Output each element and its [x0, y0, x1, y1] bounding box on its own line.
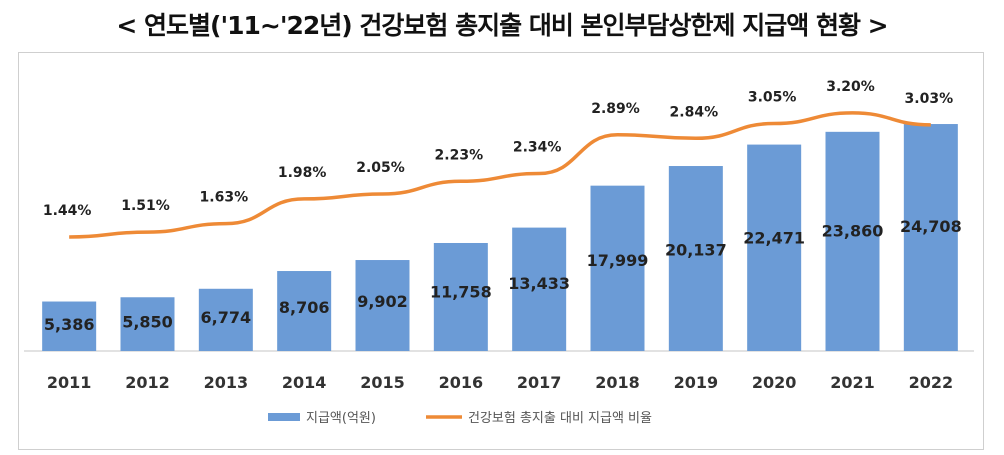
- bar-2018: [590, 185, 645, 351]
- bar-value-label-2013: 6,774: [201, 308, 252, 327]
- x-tick-label-2018: 2018: [595, 373, 640, 392]
- bar-2014: [277, 271, 332, 351]
- bar-2019: [668, 166, 723, 351]
- bar-value-label-2018: 17,999: [587, 251, 649, 270]
- bar-2015: [355, 260, 410, 351]
- bar-2022: [903, 124, 958, 351]
- ratio-label-2011: 1.44%: [43, 203, 92, 219]
- x-tick-label-2021: 2021: [830, 373, 875, 392]
- bar-2012: [120, 297, 175, 351]
- bar-2017: [512, 227, 567, 351]
- x-tick-label-2012: 2012: [125, 373, 170, 392]
- bar-value-label-2019: 20,137: [665, 240, 727, 259]
- legend-bar-swatch: [268, 413, 300, 421]
- bar-value-label-2021: 23,860: [822, 221, 884, 240]
- chart-frame: [18, 52, 984, 450]
- ratio-label-2013: 1.63%: [200, 190, 249, 206]
- legend-bar-label: 지급액(억원): [306, 411, 376, 426]
- ratio-label-2017: 2.34%: [513, 140, 562, 156]
- x-tick-label-2016: 2016: [439, 373, 484, 392]
- ratio-label-2014: 1.98%: [278, 165, 327, 181]
- ratio-line: [69, 111, 931, 239]
- bar-value-label-2015: 9,902: [357, 292, 408, 311]
- bar-value-label-2012: 5,850: [122, 312, 173, 331]
- ratio-label-2020: 3.05%: [748, 89, 797, 105]
- x-tick-label-2022: 2022: [909, 373, 954, 392]
- bar-value-label-2022: 24,708: [900, 217, 962, 236]
- legend-line-label: 건강보험 총지출 대비 지급액 비율: [468, 411, 652, 426]
- bar-2020: [747, 144, 802, 351]
- ratio-label-2012: 1.51%: [121, 198, 170, 214]
- bar-2016: [433, 242, 488, 351]
- x-tick-label-2017: 2017: [517, 373, 562, 392]
- ratio-label-2015: 2.05%: [356, 160, 405, 176]
- bar-2011: [42, 301, 97, 351]
- ratio-label-2019: 2.84%: [670, 104, 719, 120]
- x-tick-label-2013: 2013: [204, 373, 249, 392]
- ratio-label-2018: 2.89%: [591, 101, 640, 117]
- ratio-label-2021: 3.20%: [826, 79, 875, 95]
- bar-value-label-2011: 5,386: [44, 315, 95, 334]
- bar-value-label-2017: 13,433: [508, 274, 570, 293]
- x-tick-label-2020: 2020: [752, 373, 797, 392]
- bar-2013: [198, 288, 253, 351]
- bar-value-label-2014: 8,706: [279, 298, 330, 317]
- x-tick-label-2015: 2015: [360, 373, 405, 392]
- ratio-label-2022: 3.03%: [905, 91, 954, 107]
- chart-title: < 연도별('11~'22년) 건강보험 총지출 대비 본인부담상한제 지급액 …: [116, 11, 888, 40]
- x-tick-label-2019: 2019: [674, 373, 719, 392]
- x-tick-label-2011: 2011: [47, 373, 92, 392]
- bar-value-label-2020: 22,471: [743, 228, 805, 247]
- x-tick-label-2014: 2014: [282, 373, 327, 392]
- bar-value-label-2016: 11,758: [430, 283, 492, 302]
- ratio-label-2016: 2.23%: [435, 147, 484, 163]
- bar-2021: [825, 131, 880, 351]
